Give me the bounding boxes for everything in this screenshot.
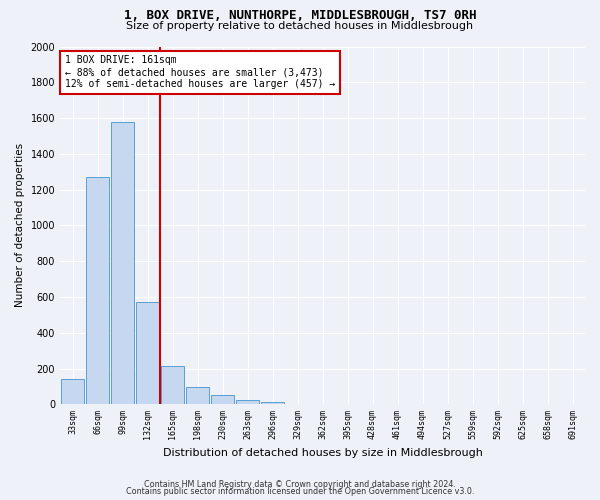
- Bar: [86, 177, 109, 404]
- Text: Contains public sector information licensed under the Open Government Licence v3: Contains public sector information licen…: [126, 488, 474, 496]
- Text: 1 BOX DRIVE: 161sqm
← 88% of detached houses are smaller (3,473)
12% of semi-det: 1 BOX DRIVE: 161sqm ← 88% of detached ho…: [65, 56, 335, 88]
- Text: Size of property relative to detached houses in Middlesbrough: Size of property relative to detached ho…: [127, 21, 473, 31]
- Bar: [136, 302, 160, 404]
- Bar: [236, 400, 259, 404]
- Bar: [185, 388, 209, 404]
- Bar: [61, 380, 85, 404]
- Y-axis label: Number of detached properties: Number of detached properties: [15, 144, 25, 308]
- X-axis label: Distribution of detached houses by size in Middlesbrough: Distribution of detached houses by size …: [163, 448, 482, 458]
- Bar: [110, 122, 134, 405]
- Bar: [260, 402, 284, 404]
- Text: 1, BOX DRIVE, NUNTHORPE, MIDDLESBROUGH, TS7 0RH: 1, BOX DRIVE, NUNTHORPE, MIDDLESBROUGH, …: [124, 9, 476, 22]
- Text: Contains HM Land Registry data © Crown copyright and database right 2024.: Contains HM Land Registry data © Crown c…: [144, 480, 456, 489]
- Bar: [211, 396, 235, 404]
- Bar: [161, 366, 184, 405]
